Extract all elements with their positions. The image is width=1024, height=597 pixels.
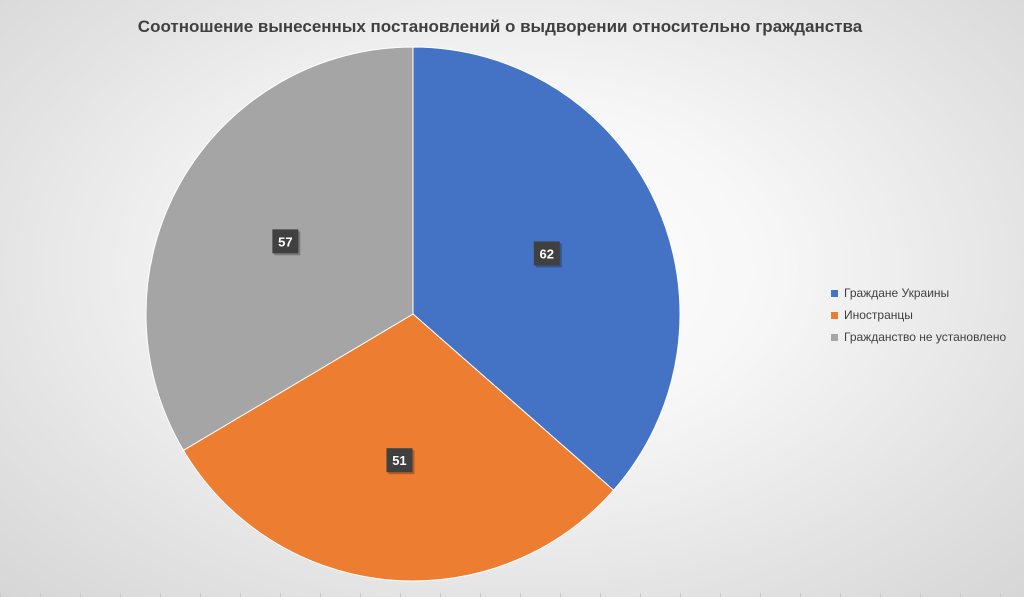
data-label-text: 57 [278, 234, 292, 249]
data-label-text: 51 [392, 453, 406, 468]
pie-slice [412, 46, 681, 491]
data-label: 62 [533, 241, 562, 268]
legend-item: Гражданство не установлено [831, 326, 1006, 348]
legend-item: Иностранцы [831, 304, 1006, 326]
legend-label: Гражданство не установлено [844, 330, 1007, 344]
chart-legend: Граждане Украины Иностранцы Гражданство не… [831, 282, 1006, 348]
legend-swatch [831, 333, 838, 341]
data-label: 51 [386, 448, 415, 475]
chart-title: Соотношение вынесенных постановлений о в… [137, 17, 863, 36]
bottom-gridline [0, 593, 1024, 597]
legend-item: Граждане Украины [831, 282, 1006, 304]
pie-slice [182, 313, 615, 582]
data-label-text: 62 [540, 246, 554, 261]
data-label: 57 [272, 229, 301, 256]
legend-label: Граждане Украины [844, 286, 950, 300]
legend-swatch [831, 311, 838, 319]
legend-label: Иностранцы [844, 308, 913, 322]
legend-swatch [831, 289, 838, 297]
